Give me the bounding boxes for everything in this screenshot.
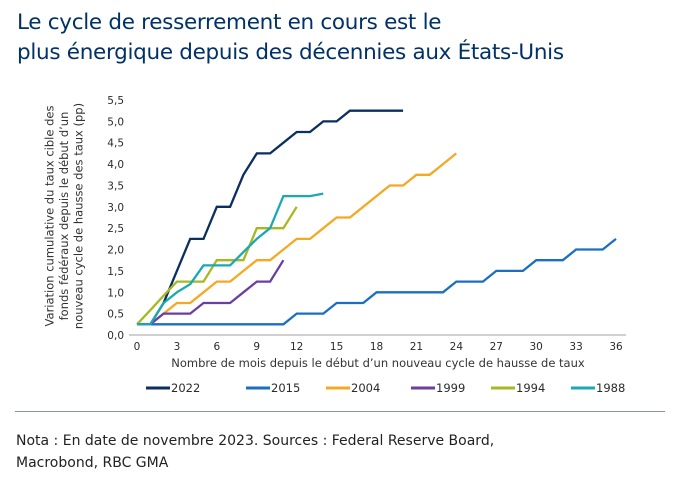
x-axis-ticks: 0 3 6 9 12 15 18 21 24 27 30 33 36: [134, 341, 623, 353]
divider: [15, 411, 665, 412]
y-tick-label: 0,5: [107, 309, 124, 321]
source-note-line-2: Macrobond, RBC GMA: [16, 455, 169, 471]
legend-label: 1994: [516, 381, 545, 395]
y-axis-label-line: Variation cumulative du taux cible des: [43, 106, 57, 327]
x-tick-label: 12: [290, 341, 303, 353]
x-axis-label: Nombre de mois depuis le début d’un nouv…: [171, 356, 585, 370]
series-lines: [136, 109, 617, 326]
x-tick-label: 9: [253, 341, 260, 353]
series-line-1988: [137, 192, 324, 326]
x-tick-label: 3: [174, 341, 181, 353]
y-tick-label: 0,0: [107, 330, 124, 342]
y-axis-label: Variation cumulative du taux cible des fo…: [43, 103, 86, 329]
chart-title-line-1: Le cycle de resserrement en cours est le: [17, 10, 442, 35]
chart-title: Le cycle de resserrement en cours est le…: [17, 8, 677, 68]
legend-label: 1999: [436, 381, 465, 395]
y-tick-label: 2,5: [107, 223, 124, 235]
y-tick-label: 2,0: [107, 245, 124, 257]
legend-item-2015: 2015: [246, 381, 300, 395]
y-axis-label-line: nouveau cycle de hausse des taux (pp): [72, 103, 86, 329]
source-note-line-1: Nota : En date de novembre 2023. Sources…: [16, 433, 495, 449]
y-tick-label: 3,0: [107, 202, 124, 214]
chart-title-line-2: plus énergique depuis des décennies aux …: [17, 40, 564, 65]
legend-label: 2004: [351, 381, 380, 395]
legend-label: 1988: [596, 381, 625, 395]
legend-item-1999: 1999: [411, 381, 465, 395]
series-line-2004: [149, 152, 458, 326]
y-axis-label-line: fonds fédéraux depuis le début d’un: [57, 112, 71, 321]
y-tick-label: 3,5: [107, 180, 124, 192]
x-tick-label: 21: [410, 341, 423, 353]
legend-label: 2015: [271, 381, 300, 395]
legend-item-1994: 1994: [491, 381, 545, 395]
y-tick-label: 5,5: [107, 95, 124, 107]
x-tick-label: 30: [529, 341, 542, 353]
y-tick-label: 1,5: [107, 266, 124, 278]
x-tick-label: 6: [213, 341, 220, 353]
x-tick-label: 24: [450, 341, 464, 353]
legend-item-2004: 2004: [326, 381, 380, 395]
line-chart: Variation cumulative du taux cible des fo…: [43, 95, 626, 395]
source-note: Nota : En date de novembre 2023. Sources…: [16, 430, 656, 474]
y-axis-ticks: 0,0 0,5 1,0 1,5 2,0 2,5 3,0 3,5 4,0 4,5 5,0 5,5: [107, 95, 124, 342]
series-line-2022: [137, 109, 404, 326]
y-tick-label: 5,0: [107, 116, 124, 128]
x-tick-label: 18: [370, 341, 383, 353]
legend-label: 2022: [171, 381, 200, 395]
y-tick-label: 1,0: [107, 287, 124, 299]
y-tick-label: 4,0: [107, 159, 124, 171]
x-tick-label: 33: [569, 341, 582, 353]
x-tick-label: 27: [490, 341, 503, 353]
legend-item-1988: 1988: [571, 381, 625, 395]
x-tick-label: 36: [609, 341, 623, 353]
x-tick-label: 15: [330, 341, 343, 353]
legend: 2022 2015 2004 1999 1994 1988: [146, 381, 625, 395]
series-line-1999: [149, 259, 285, 326]
series-line-2015: [137, 238, 617, 326]
y-tick-label: 4,5: [107, 138, 124, 150]
x-tick-label: 0: [134, 341, 141, 353]
legend-item-2022: 2022: [146, 381, 200, 395]
